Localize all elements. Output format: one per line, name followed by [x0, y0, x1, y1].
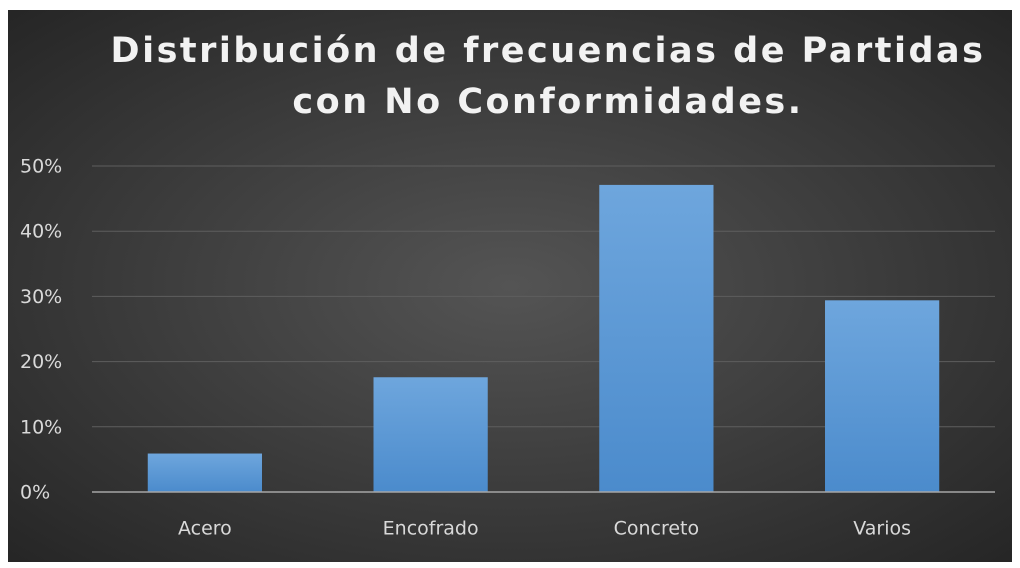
- y-tick-label: 10%: [20, 416, 62, 438]
- y-tick-label: 20%: [20, 351, 62, 373]
- chart-title: Distribución de frecuencias de Partidas: [111, 31, 986, 71]
- y-tick-label: 40%: [20, 221, 62, 243]
- bar: [147, 453, 262, 492]
- bar: [373, 377, 488, 492]
- bar: [599, 184, 714, 492]
- bar: [825, 300, 940, 492]
- x-tick-label: Varios: [853, 518, 911, 540]
- x-tick-label: Acero: [178, 518, 232, 540]
- x-tick-label: Encofrado: [383, 518, 479, 540]
- y-tick-label: 0%: [20, 482, 50, 504]
- y-tick-label: 30%: [20, 286, 62, 308]
- x-tick-label: Concreto: [614, 518, 700, 540]
- chart-title: con No Conformidades.: [292, 82, 803, 122]
- y-tick-label: 50%: [20, 156, 62, 178]
